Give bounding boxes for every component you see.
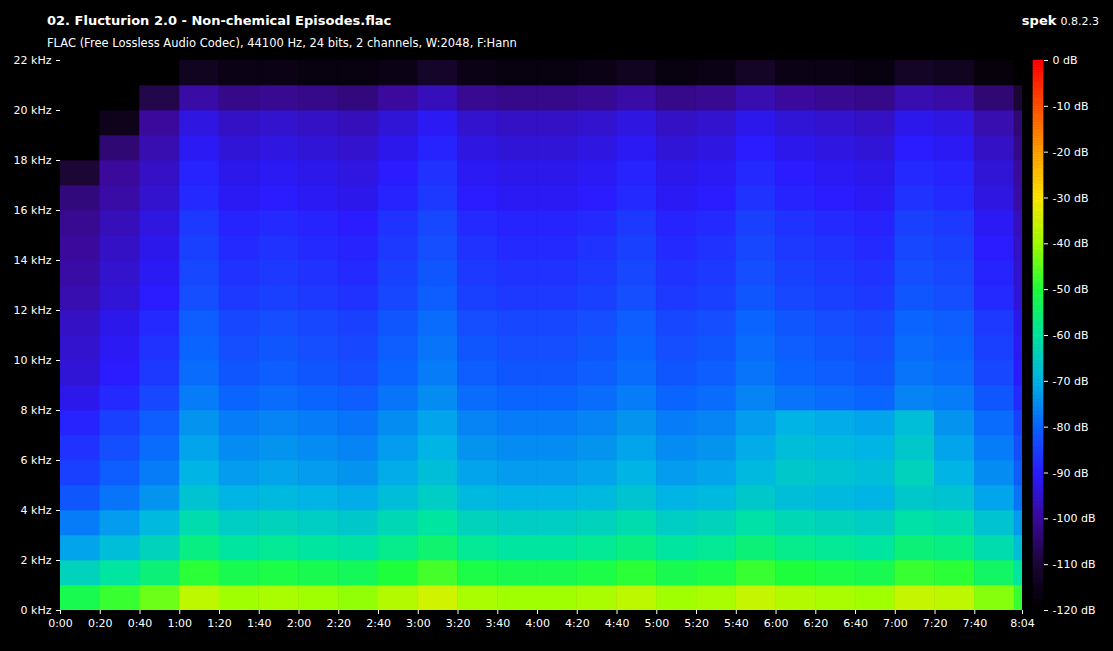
svg-text:-120 dB: -120 dB xyxy=(1053,604,1096,617)
svg-text:4:00: 4:00 xyxy=(525,617,550,630)
svg-text:2:20: 2:20 xyxy=(326,617,351,630)
svg-text:18 kHz: 18 kHz xyxy=(14,154,52,167)
html-text:spek 0.8.2.3: spek 0.8.2.3 xyxy=(1021,13,1099,28)
html-text:FLAC (Free Lossless Audio Code: FLAC (Free Lossless Audio Codec), 44100 … xyxy=(47,36,517,50)
svg-text:4 kHz: 4 kHz xyxy=(21,504,52,517)
svg-text:0:00: 0:00 xyxy=(48,617,73,630)
svg-text:2:40: 2:40 xyxy=(366,617,391,630)
svg-text:2 kHz: 2 kHz xyxy=(21,554,52,567)
svg-text:12 kHz: 12 kHz xyxy=(14,304,52,317)
svg-text:2:00: 2:00 xyxy=(287,617,312,630)
svg-text:1:00: 1:00 xyxy=(167,617,192,630)
svg-text:4:40: 4:40 xyxy=(605,617,630,630)
svg-text:3:00: 3:00 xyxy=(406,617,431,630)
svg-text:0 dB: 0 dB xyxy=(1053,54,1078,67)
svg-text:6:40: 6:40 xyxy=(843,617,868,630)
svg-text:-110 dB: -110 dB xyxy=(1053,558,1096,571)
svg-text:20 kHz: 20 kHz xyxy=(14,104,52,117)
svg-text:-20 dB: -20 dB xyxy=(1053,146,1089,159)
svg-text:4:20: 4:20 xyxy=(565,617,590,630)
svg-text:7:40: 7:40 xyxy=(962,617,987,630)
svg-text:-80 dB: -80 dB xyxy=(1053,421,1089,434)
svg-text:14 kHz: 14 kHz xyxy=(14,254,52,267)
svg-text:22 kHz: 22 kHz xyxy=(14,54,52,67)
svg-text:0 kHz: 0 kHz xyxy=(21,604,52,617)
svg-text:0:20: 0:20 xyxy=(88,617,113,630)
svg-text:16 kHz: 16 kHz xyxy=(14,204,52,217)
svg-text:3:20: 3:20 xyxy=(446,617,471,630)
svg-text:1:40: 1:40 xyxy=(247,617,272,630)
html-text:02. Flucturion 2.0 - Non-chemi: 02. Flucturion 2.0 - Non-chemical Episod… xyxy=(47,13,392,28)
svg-text:6:20: 6:20 xyxy=(803,617,828,630)
svg-text:8:04: 8:04 xyxy=(1010,617,1035,630)
svg-text:8 kHz: 8 kHz xyxy=(21,404,52,417)
svg-text:10 kHz: 10 kHz xyxy=(14,354,52,367)
svg-text:6:00: 6:00 xyxy=(764,617,789,630)
svg-text:5:20: 5:20 xyxy=(684,617,709,630)
svg-text:-10 dB: -10 dB xyxy=(1053,100,1089,113)
svg-text:1:20: 1:20 xyxy=(207,617,232,630)
svg-text:7:00: 7:00 xyxy=(883,617,908,630)
svg-text:-50 dB: -50 dB xyxy=(1053,283,1089,296)
svg-text:-90 dB: -90 dB xyxy=(1053,467,1089,480)
svg-text:-70 dB: -70 dB xyxy=(1053,375,1089,388)
svg-text:-60 dB: -60 dB xyxy=(1053,329,1089,342)
svg-text:-30 dB: -30 dB xyxy=(1053,192,1089,205)
svg-text:5:00: 5:00 xyxy=(644,617,669,630)
svg-text:0:40: 0:40 xyxy=(128,617,153,630)
svg-text:5:40: 5:40 xyxy=(724,617,749,630)
svg-text:7:20: 7:20 xyxy=(923,617,948,630)
svg-text:6 kHz: 6 kHz xyxy=(21,454,52,467)
svg-text:-100 dB: -100 dB xyxy=(1053,512,1096,525)
svg-text:-40 dB: -40 dB xyxy=(1053,237,1089,250)
svg-text:3:40: 3:40 xyxy=(485,617,510,630)
